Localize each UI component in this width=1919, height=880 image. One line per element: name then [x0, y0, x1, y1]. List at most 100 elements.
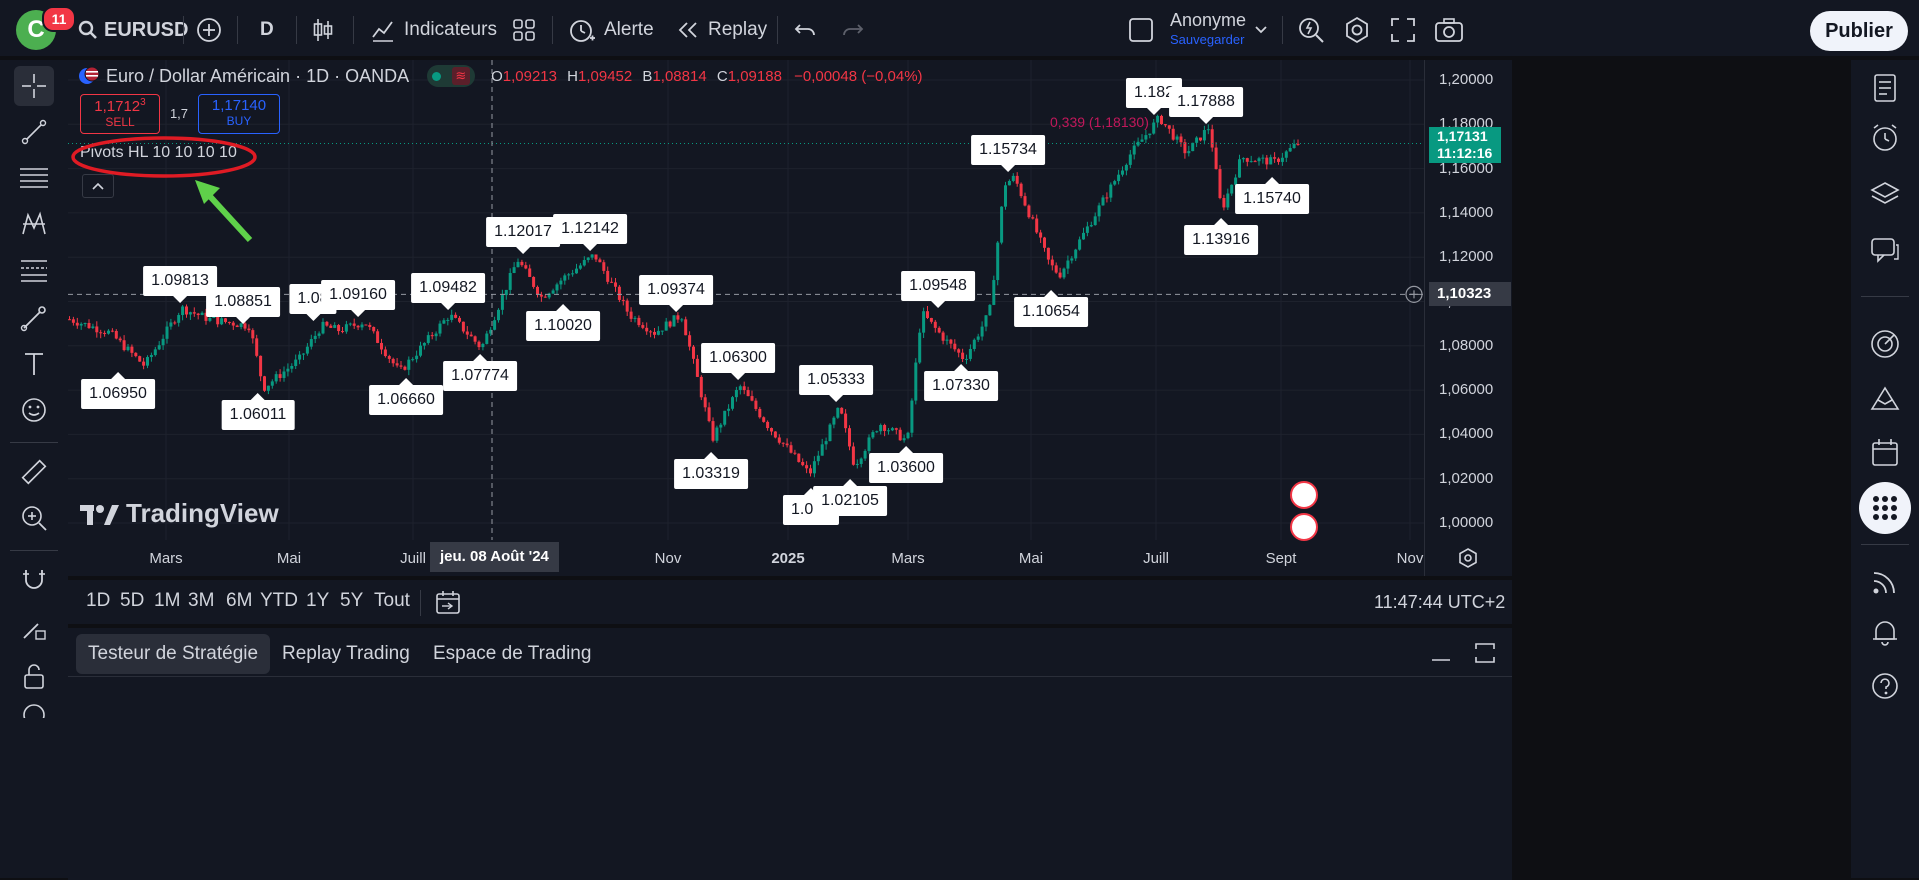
buy-button[interactable]: 1,17140 BUY [198, 94, 280, 134]
trend-line-tool[interactable] [14, 112, 54, 152]
publish-button[interactable]: Publier [1810, 11, 1908, 51]
help-button[interactable] [1863, 664, 1907, 708]
alarm-clock-icon [568, 16, 596, 44]
ideas-button[interactable] [1863, 376, 1907, 420]
layers-button[interactable] [1863, 172, 1907, 216]
fullscreen-button[interactable] [1390, 0, 1416, 60]
collapse-legend-button[interactable] [82, 174, 114, 198]
range-button-1d[interactable]: 1D [86, 590, 111, 611]
candle [169, 322, 173, 327]
chevron-down-icon [1254, 25, 1268, 35]
calendar-button[interactable] [1863, 430, 1907, 474]
tab-trading-panel[interactable]: Espace de Trading [433, 643, 592, 664]
indicators-button[interactable]: Indicateurs [370, 0, 497, 60]
horizontal-lines-tool[interactable] [14, 158, 54, 198]
redo-button[interactable] [842, 0, 864, 60]
ruler-tool[interactable] [14, 452, 54, 492]
minimize-panel-button[interactable] [1430, 642, 1452, 669]
candle [259, 355, 263, 377]
tab-replay-trading[interactable]: Replay Trading [282, 643, 410, 664]
candle [200, 312, 204, 316]
zoom-tool[interactable] [14, 498, 54, 538]
annotation-overlay [71, 136, 257, 243]
undo-button[interactable] [794, 0, 816, 60]
crosshair-tool[interactable] [14, 66, 54, 106]
fib-tool[interactable] [14, 250, 54, 290]
price-axis[interactable]: 1,200001,180001,160001,140001,120001,100… [1424, 60, 1513, 576]
time-axis[interactable]: Mars Mai Juill Nov 2025 Mars Mai Juill Sept Nov je… [68, 540, 1424, 576]
candle [855, 463, 859, 465]
save-link[interactable]: Sauvegarder [1170, 32, 1245, 47]
interval-button[interactable]: D [260, 19, 274, 40]
candle [965, 358, 968, 360]
market-status[interactable]: ≋ [427, 65, 476, 87]
candle [434, 333, 438, 337]
candle [325, 321, 329, 326]
pivot-label: 1.06660 [369, 378, 443, 416]
chart-type-button[interactable] [312, 0, 334, 60]
price-chart[interactable]: Euro / Dollar Américain · 1D · OANDA ≋ O… [68, 60, 1512, 576]
candle [1179, 136, 1183, 143]
stay-drawing-tool[interactable] [14, 608, 54, 648]
products-button[interactable] [1859, 482, 1911, 534]
hide-tool[interactable] [14, 700, 54, 718]
pivot-label: 1.09160 [321, 280, 395, 318]
candle [372, 327, 376, 332]
layouts-button[interactable] [512, 0, 536, 60]
symbol-search-button[interactable]: EURUSD [78, 0, 188, 60]
range-button-6m[interactable]: 6M [226, 590, 253, 611]
range-button-3m[interactable]: 3M [188, 590, 215, 611]
us-event-flag-icon[interactable] [1290, 513, 1318, 541]
candle [1280, 157, 1284, 162]
layout-select-button[interactable] [1128, 0, 1154, 60]
candle [727, 408, 731, 411]
alert-label: Alerte [604, 19, 654, 40]
watchlist-button[interactable] [1863, 66, 1907, 110]
range-button-1m[interactable]: 1M [154, 590, 181, 611]
hotlists-button[interactable] [1863, 322, 1907, 366]
indicator-legend[interactable]: Pivots HL 10 10 10 10 [80, 144, 237, 161]
range-button-5y[interactable]: 5Y [340, 590, 364, 611]
brush-tool[interactable] [14, 298, 54, 338]
range-button-tout[interactable]: Tout [374, 590, 410, 611]
chat-button[interactable] [1863, 228, 1907, 272]
magnet-tool[interactable] [14, 560, 54, 600]
candle [220, 318, 224, 325]
alerts-panel-button[interactable] [1863, 116, 1907, 160]
tab-strategy-tester[interactable]: Testeur de Stratégie [76, 634, 271, 674]
replay-button[interactable]: Replay [676, 0, 767, 60]
goto-date-button[interactable] [434, 588, 462, 621]
emoji-tool[interactable] [14, 390, 54, 430]
candle [173, 322, 177, 324]
notifications-button[interactable] [1863, 610, 1907, 654]
candle [520, 261, 524, 266]
sell-button[interactable]: 1,17123 SELL [80, 94, 160, 134]
quick-search-button[interactable] [1297, 0, 1325, 60]
maximize-panel-button[interactable] [1474, 642, 1496, 669]
us-event-flag-icon[interactable] [1290, 481, 1318, 509]
settings-button[interactable] [1343, 0, 1371, 60]
candle [629, 311, 633, 319]
text-tool[interactable] [14, 344, 54, 384]
layout-menu-chevron[interactable] [1254, 0, 1268, 60]
clock-timezone[interactable]: 11:47:44 UTC+2 [1374, 592, 1506, 612]
pattern-tool[interactable] [14, 204, 54, 244]
range-button-1y[interactable]: 1Y [306, 590, 330, 611]
symbol-title[interactable]: Euro / Dollar Américain · 1D · OANDA [106, 65, 410, 86]
axis-settings-button[interactable] [1458, 548, 1478, 573]
candle [1222, 198, 1226, 208]
compare-symbol-button[interactable] [196, 0, 222, 60]
pivot-label: 1.09813 [143, 265, 217, 303]
range-button-ytd[interactable]: YTD [260, 590, 298, 611]
lock-tool[interactable] [14, 656, 54, 696]
ruler-icon [19, 457, 49, 487]
crosshair-date-label: jeu. 08 Août '24 [430, 542, 559, 572]
streams-button[interactable] [1863, 560, 1907, 604]
range-button-5d[interactable]: 5D [120, 590, 145, 611]
snapshot-button[interactable] [1434, 0, 1464, 60]
candle [766, 421, 770, 429]
candle [649, 331, 653, 333]
layout-name[interactable]: Anonyme Sauvegarder [1170, 10, 1246, 47]
alert-button[interactable]: Alerte [568, 0, 654, 60]
chart-canvas[interactable] [68, 60, 1512, 576]
